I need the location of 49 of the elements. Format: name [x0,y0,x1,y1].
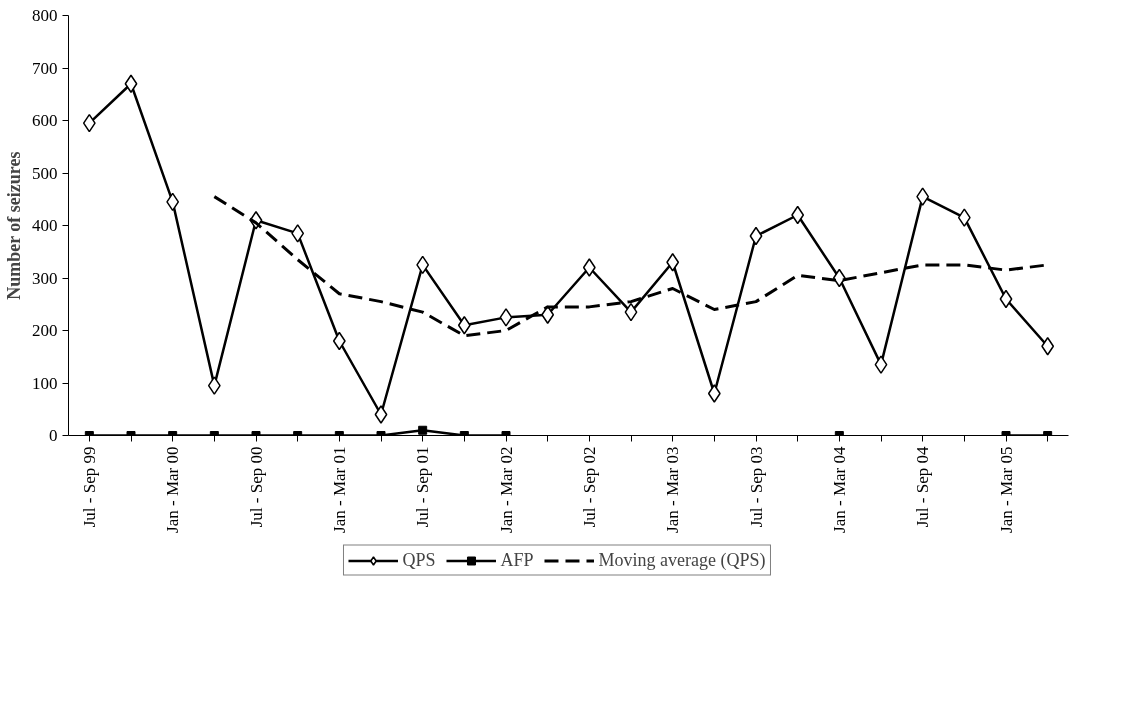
point [916,187,930,206]
point [832,268,846,288]
x-tick-label: Jul - Sep 03 [746,446,766,528]
point [582,258,596,277]
point [499,308,513,327]
y-tick-label: 600 [32,111,58,130]
y-tick-label: 500 [32,163,58,183]
point [749,226,763,246]
point [374,405,388,424]
point [541,305,555,324]
point [207,376,221,395]
x-tick-label: Jan - Mar 05 [996,446,1016,533]
point [124,74,138,93]
y-tick-label: 0 [49,426,58,445]
y-tick-label: 200 [32,321,58,340]
point [332,331,346,351]
y-tick-label: 100 [32,373,58,393]
y-tick-label: 800 [32,6,58,25]
x-tick-label: Jan - Mar 04 [829,446,849,533]
y-axis-title: Number of seizures [4,151,24,300]
x-tick-label: Jan - Mar 00 [163,446,183,533]
x-tick-label: Jul - Sep 01 [413,446,433,528]
point [291,224,305,243]
legend-label: Moving average (QPS) [598,549,766,571]
point [999,289,1013,309]
y-tick-label: 700 [32,58,58,78]
point [957,208,971,227]
x-tick-label: Jan - Mar 01 [329,446,349,533]
point [418,425,428,435]
point [791,205,805,225]
point [624,302,638,322]
x-tick-label: Jul - Sep 04 [913,446,933,528]
legend-label: QPS [402,549,436,571]
legend-label: AFP [500,549,534,571]
point [416,255,430,275]
point [457,316,471,335]
point [166,192,180,212]
point [1041,337,1055,356]
point [874,355,888,374]
x-tick-label: Jan - Mar 02 [496,446,516,533]
x-tick-label: Jul - Sep 99 [79,446,99,528]
x-tick-label: Jul - Sep 02 [579,446,599,528]
x-tick-label: Jan - Mar 03 [663,446,683,533]
point [666,253,680,272]
y-tick-label: 300 [32,268,58,288]
y-tick-label: 400 [32,216,58,235]
point [707,384,721,403]
x-tick-label: Jul - Sep 00 [246,446,266,528]
point [82,113,96,133]
